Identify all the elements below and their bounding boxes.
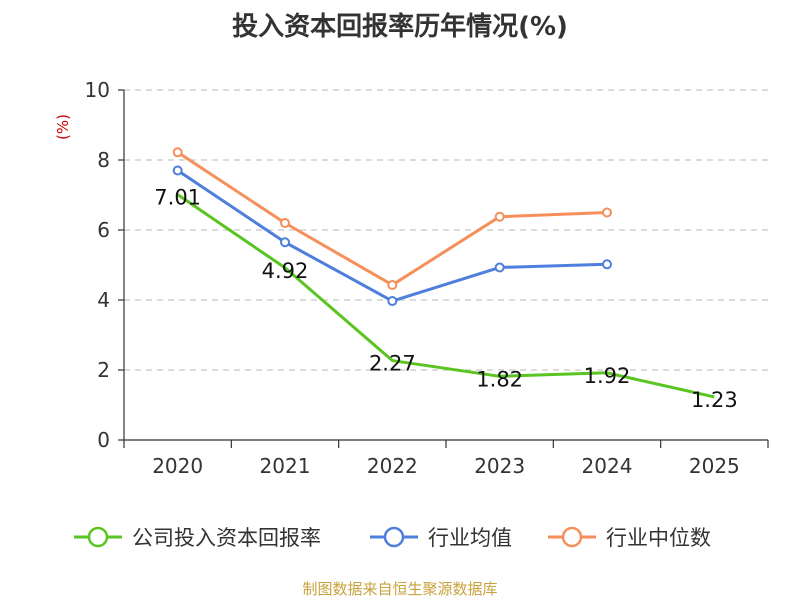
- data-label: 1.82: [476, 367, 523, 391]
- y-tick-label: 6: [97, 218, 110, 242]
- data-labels: 7.01 4.92 2.27 1.82 1.92 1.23: [154, 186, 737, 412]
- legend-marker: [87, 526, 109, 548]
- source-note: 制图数据来自恒生聚源数据库: [302, 580, 498, 598]
- y-axis-unit-label: (%): [54, 114, 72, 140]
- y-tick-label: 2: [97, 358, 110, 382]
- y-tick-label: 4: [97, 288, 110, 312]
- series-line-0: [176, 193, 715, 399]
- data-label: 7.01: [154, 186, 201, 210]
- x-tick-label: 2020: [152, 454, 203, 478]
- x-tick-label: 2022: [367, 454, 418, 478]
- data-point: [387, 296, 398, 307]
- data-point: [387, 279, 398, 290]
- legend-marker: [383, 526, 405, 548]
- axes: 0 2 4 6 8 10 2020 2021 2022 2023 2024 2025: [85, 78, 769, 478]
- data-point: [494, 211, 505, 222]
- chart-title: 投入资本回报率历年情况(%): [232, 12, 568, 42]
- data-point: [172, 147, 183, 158]
- data-point: [172, 165, 183, 176]
- data-point: [602, 207, 612, 218]
- legend: 公司投入资本回报率 行业均值 行业中位数: [74, 526, 711, 550]
- data-point: [280, 237, 290, 248]
- data-point: [602, 259, 612, 270]
- legend-label: 行业均值: [428, 526, 512, 550]
- legend-marker: [561, 526, 583, 548]
- data-label: 4.92: [262, 259, 309, 283]
- legend-label: 行业中位数: [606, 526, 711, 550]
- grid-lines: [124, 89, 768, 371]
- x-tick-label: 2021: [260, 454, 311, 478]
- x-tick-label: 2025: [689, 454, 740, 478]
- data-point: [280, 218, 290, 228]
- series-layer: [172, 147, 715, 399]
- data-label: 1.92: [584, 364, 631, 388]
- data-label: 1.23: [691, 388, 738, 412]
- data-point: [494, 262, 505, 273]
- y-tick-label: 10: [85, 78, 110, 102]
- data-label: 2.27: [369, 352, 416, 376]
- y-tick-label: 8: [97, 148, 110, 172]
- y-tick-label: 0: [97, 428, 110, 452]
- x-tick-label: 2023: [474, 454, 525, 478]
- x-tick-label: 2024: [582, 454, 633, 478]
- legend-label: 公司投入资本回报率: [132, 526, 321, 550]
